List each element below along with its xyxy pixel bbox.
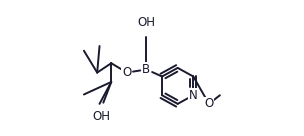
Text: B: B	[142, 63, 150, 76]
Text: O: O	[204, 97, 214, 110]
Text: N: N	[189, 89, 198, 102]
Text: OH: OH	[92, 110, 110, 123]
Text: O: O	[122, 66, 132, 79]
Text: OH: OH	[137, 16, 155, 29]
